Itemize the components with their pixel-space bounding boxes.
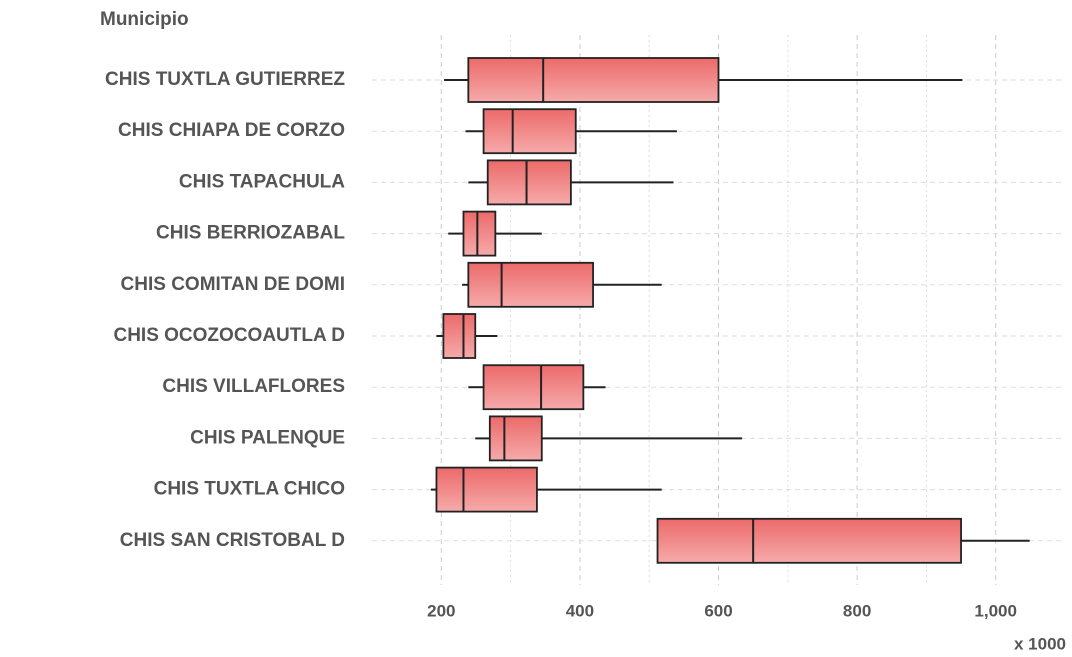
box	[482, 108, 577, 155]
x-tick-label: 400	[566, 601, 594, 620]
y-tick-label: CHIS VILLAFLORES	[162, 376, 345, 397]
y-tick-label: CHIS TUXTLA CHICO	[154, 479, 345, 500]
y-tick-label: CHIS PALENQUE	[190, 427, 345, 448]
x-tick-label: 1,000	[974, 601, 1017, 620]
x-tick-label: 200	[427, 601, 455, 620]
y-tick-label: CHIS TAPACHULA	[179, 171, 345, 192]
box	[656, 517, 962, 564]
x-tick-label: 800	[843, 601, 871, 620]
box	[488, 415, 543, 462]
box	[442, 313, 477, 359]
y-tick-label: CHIS BERRIOZABAL	[156, 223, 345, 244]
y-axis-title: Municipio	[100, 9, 189, 30]
marks	[430, 57, 1030, 564]
box	[482, 364, 585, 411]
y-tick-label: CHIS CHIAPA DE CORZO	[118, 120, 345, 141]
box	[467, 261, 594, 308]
y-tick-label: CHIS TUXTLA GUTIERREZ	[105, 69, 345, 90]
y-tick-label: CHIS SAN CRISTOBAL D	[120, 530, 345, 551]
box	[462, 210, 497, 257]
y-tick-label: CHIS COMITAN DE DOMI	[121, 274, 345, 295]
x-axis-title: x 1000	[1014, 634, 1066, 653]
box	[467, 57, 720, 103]
box	[486, 159, 572, 206]
x-tick-label: 600	[704, 601, 732, 620]
box	[435, 466, 538, 513]
y-tick-label: CHIS OCOZOCOAUTLA D	[113, 325, 345, 346]
